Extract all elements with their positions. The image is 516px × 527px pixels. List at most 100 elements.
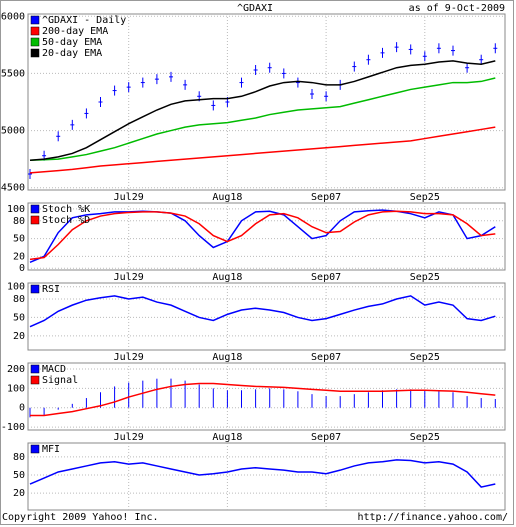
price-mark <box>394 42 399 53</box>
y-tick-label: 50 <box>13 234 25 245</box>
price-mark <box>408 44 413 55</box>
legend-label: 50-day EMA <box>42 37 102 48</box>
price-mark <box>281 68 286 79</box>
price-mark <box>126 82 131 93</box>
chart-title: ^GDAXI <box>237 3 273 14</box>
y-tick-label: 100 <box>7 282 25 293</box>
x-tick-label: Sep07 <box>311 432 341 443</box>
series-line <box>29 459 496 488</box>
x-tick-label: Sep07 <box>311 192 341 203</box>
legend-swatch <box>30 375 40 385</box>
x-tick-label: Jul29 <box>114 352 144 363</box>
legend-swatch <box>30 284 40 294</box>
y-tick-label: 20 <box>13 251 25 262</box>
panel <box>27 282 506 351</box>
panel <box>27 13 506 191</box>
y-tick-label: 20 <box>13 331 25 342</box>
price-mark <box>154 74 159 85</box>
panel <box>27 202 506 271</box>
y-tick-label: 50 <box>13 312 25 323</box>
legend-label: ^GDAXI - Daily <box>42 15 126 26</box>
x-tick-label: Jul29 <box>114 272 144 283</box>
x-tick-label: Sep25 <box>410 352 440 363</box>
series-line <box>30 382 496 417</box>
price-mark <box>112 85 117 96</box>
y-tick-label: 80 <box>13 452 25 463</box>
y-tick-label: 100 <box>7 204 25 215</box>
price-mark <box>267 62 272 73</box>
x-tick-label: Sep07 <box>311 352 341 363</box>
legend-swatch <box>30 204 40 214</box>
x-tick-label: Aug18 <box>212 192 242 203</box>
price-mark <box>324 91 329 102</box>
legend-label: MACD <box>42 364 66 375</box>
legend-swatch <box>30 215 40 225</box>
price-mark <box>98 97 103 107</box>
legend-swatch <box>30 48 40 58</box>
y-tick-label: 0 <box>19 403 25 414</box>
panel <box>27 362 506 431</box>
x-tick-label: Sep25 <box>410 432 440 443</box>
y-tick-label: 80 <box>13 294 25 305</box>
x-tick-label: Sep25 <box>410 192 440 203</box>
y-tick-label: 200 <box>7 364 25 375</box>
series-line <box>29 77 496 162</box>
as-of: as of 9-Oct-2009 <box>409 3 505 14</box>
y-tick-label: 5500 <box>1 68 25 79</box>
x-tick-label: Jul29 <box>114 432 144 443</box>
y-tick-label: 6000 <box>1 11 25 22</box>
legend-label: Stoch %D <box>42 215 90 226</box>
price-mark <box>310 89 314 99</box>
series-line <box>29 209 496 263</box>
x-tick-label: Aug18 <box>212 352 242 363</box>
price-mark <box>352 61 357 72</box>
price-mark <box>56 131 61 142</box>
legend-swatch <box>30 15 40 25</box>
price-mark <box>253 65 258 75</box>
price-mark <box>451 45 455 56</box>
legend-swatch <box>30 37 40 47</box>
price-mark <box>70 119 75 130</box>
source-url: http://finance.yahoo.com/ <box>357 512 508 523</box>
y-tick-label: 0 <box>19 263 25 274</box>
price-mark <box>479 54 484 65</box>
legend-swatch <box>30 364 40 374</box>
legend-label: MFI <box>42 444 60 455</box>
series-line <box>29 210 496 261</box>
x-tick-label: Sep07 <box>311 272 341 283</box>
price-mark <box>493 43 498 54</box>
legend-label: RSI <box>42 284 60 295</box>
price-mark <box>422 51 427 62</box>
x-tick-label: Sep25 <box>410 272 440 283</box>
x-tick-label: Aug18 <box>212 272 242 283</box>
legend-label: Stoch %K <box>42 204 90 215</box>
legend-swatch <box>30 26 40 36</box>
legend-label: Signal <box>42 375 78 386</box>
y-tick-label: 5000 <box>1 126 25 137</box>
y-tick-label: 20 <box>13 488 25 499</box>
legend-label: 200-day EMA <box>42 26 108 37</box>
legend-swatch <box>30 444 40 454</box>
price-mark <box>183 79 188 90</box>
y-tick-label: 4500 <box>1 183 25 194</box>
series-line <box>29 295 496 328</box>
x-tick-label: Jul29 <box>114 192 144 203</box>
legend-label: 20-day EMA <box>42 48 102 59</box>
series-line <box>29 60 496 162</box>
price-mark <box>465 62 470 73</box>
panel <box>27 442 506 511</box>
y-tick-label: -100 <box>1 422 25 433</box>
y-tick-label: 50 <box>13 470 25 481</box>
price-mark <box>380 47 385 58</box>
copyright: Copyright 2009 Yahoo! Inc. <box>2 512 159 523</box>
price-mark <box>436 43 441 54</box>
price-mark <box>84 108 89 119</box>
price-mark <box>366 54 371 65</box>
series-line <box>29 126 496 174</box>
price-mark <box>169 71 173 82</box>
price-mark <box>211 100 216 111</box>
price-mark <box>239 77 244 88</box>
price-mark <box>140 77 145 88</box>
